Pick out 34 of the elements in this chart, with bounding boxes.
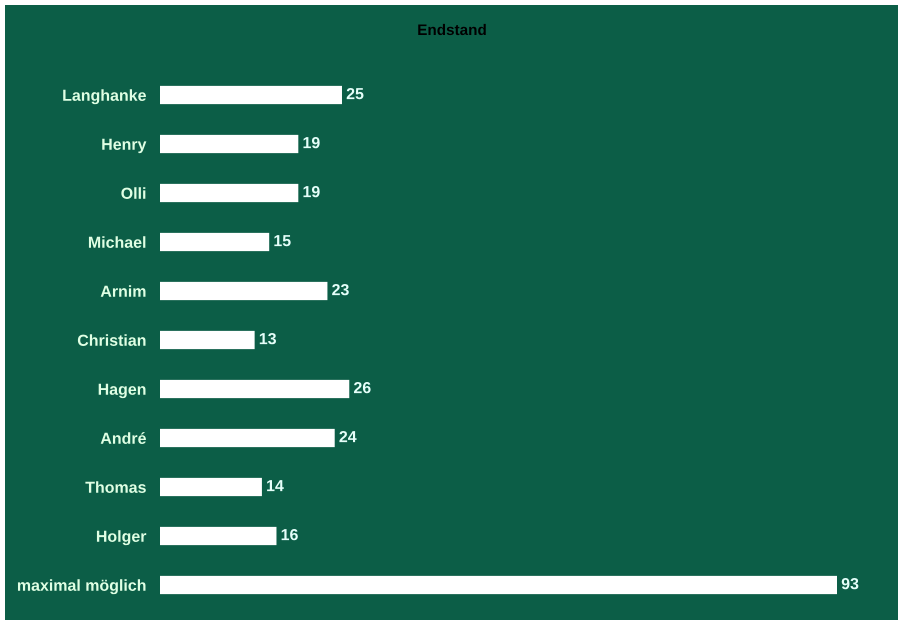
chart-title: Endstand: [418, 24, 486, 36]
y-tick-label: Hagen: [98, 384, 146, 398]
bar: [160, 86, 342, 104]
y-tick-label: Langhanke: [63, 89, 146, 104]
bar: [160, 184, 298, 202]
y-tick-label: maximal möglich: [18, 579, 146, 594]
bar: [160, 134, 298, 154]
y-tick-label: Michael: [88, 236, 146, 248]
y-tick-label: Holger: [96, 530, 146, 546]
bar: [160, 576, 837, 594]
data-label: 15: [274, 235, 291, 246]
bar: [160, 282, 328, 300]
data-label: 19: [303, 186, 320, 198]
y-tick-label: Olli: [121, 187, 146, 199]
data-label: 93: [842, 578, 858, 590]
bar: [160, 380, 350, 398]
bar: [160, 330, 255, 350]
y-tick-label: André: [100, 432, 146, 444]
y-tick-label: Christian: [78, 334, 146, 346]
bar: [160, 428, 335, 448]
data-label: 16: [282, 528, 298, 540]
data-label: 24: [339, 430, 357, 442]
bar: [160, 478, 262, 496]
data-label: 19: [303, 136, 320, 148]
y-tick-label: Henry: [102, 138, 146, 154]
bar: [160, 526, 276, 546]
data-label: 14: [267, 480, 284, 492]
data-label: 23: [332, 284, 349, 296]
y-tick-label: Arnim: [100, 285, 146, 297]
bar: [160, 232, 270, 252]
data-label: 13: [260, 332, 276, 344]
y-tick-label: Thomas: [85, 481, 146, 493]
data-label: 25: [346, 88, 364, 100]
data-label: 26: [354, 382, 371, 394]
